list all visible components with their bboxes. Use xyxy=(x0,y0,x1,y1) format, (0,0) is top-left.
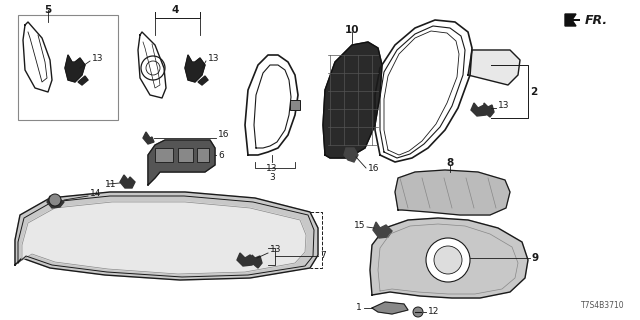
Polygon shape xyxy=(344,148,358,162)
Polygon shape xyxy=(237,253,256,266)
Text: 13: 13 xyxy=(208,53,220,62)
Text: 2: 2 xyxy=(530,87,537,97)
Text: FR.: FR. xyxy=(585,13,608,27)
Polygon shape xyxy=(47,196,64,208)
Text: 9: 9 xyxy=(532,253,539,263)
Text: T7S4B3710: T7S4B3710 xyxy=(581,301,625,310)
Polygon shape xyxy=(565,14,580,26)
Circle shape xyxy=(413,307,423,317)
Polygon shape xyxy=(323,42,382,158)
Bar xyxy=(197,148,209,162)
Text: 6: 6 xyxy=(218,150,224,159)
Text: 11: 11 xyxy=(105,180,116,188)
Text: 13: 13 xyxy=(266,164,278,172)
Polygon shape xyxy=(370,218,528,298)
Text: 8: 8 xyxy=(446,158,454,168)
Circle shape xyxy=(49,194,61,206)
Bar xyxy=(18,15,118,120)
Text: 1: 1 xyxy=(356,303,362,313)
Text: 4: 4 xyxy=(172,5,179,15)
Polygon shape xyxy=(22,202,306,274)
Text: 16: 16 xyxy=(368,164,380,172)
Text: 3: 3 xyxy=(269,172,275,181)
Polygon shape xyxy=(468,50,520,85)
Polygon shape xyxy=(198,76,208,85)
Text: 15: 15 xyxy=(353,220,365,229)
Bar xyxy=(178,148,193,162)
Text: 7: 7 xyxy=(320,252,326,260)
Text: 13: 13 xyxy=(498,100,509,109)
Polygon shape xyxy=(185,55,205,82)
Circle shape xyxy=(426,238,470,282)
Polygon shape xyxy=(143,132,154,144)
Polygon shape xyxy=(395,170,510,215)
Circle shape xyxy=(434,246,462,274)
Text: 12: 12 xyxy=(428,308,440,316)
Polygon shape xyxy=(484,103,494,117)
Polygon shape xyxy=(373,222,392,238)
Polygon shape xyxy=(120,175,135,188)
Polygon shape xyxy=(471,103,490,116)
Polygon shape xyxy=(148,140,215,185)
Polygon shape xyxy=(372,302,408,314)
Bar xyxy=(155,148,173,162)
Text: 13: 13 xyxy=(92,53,104,62)
Polygon shape xyxy=(65,55,85,82)
Text: 16: 16 xyxy=(218,130,230,139)
Bar xyxy=(290,100,300,110)
Text: 14: 14 xyxy=(90,188,101,197)
Text: 10: 10 xyxy=(345,25,359,35)
Text: 5: 5 xyxy=(44,5,52,15)
Polygon shape xyxy=(15,192,318,280)
Text: 13: 13 xyxy=(270,245,282,254)
Polygon shape xyxy=(78,76,88,85)
Polygon shape xyxy=(252,255,262,268)
